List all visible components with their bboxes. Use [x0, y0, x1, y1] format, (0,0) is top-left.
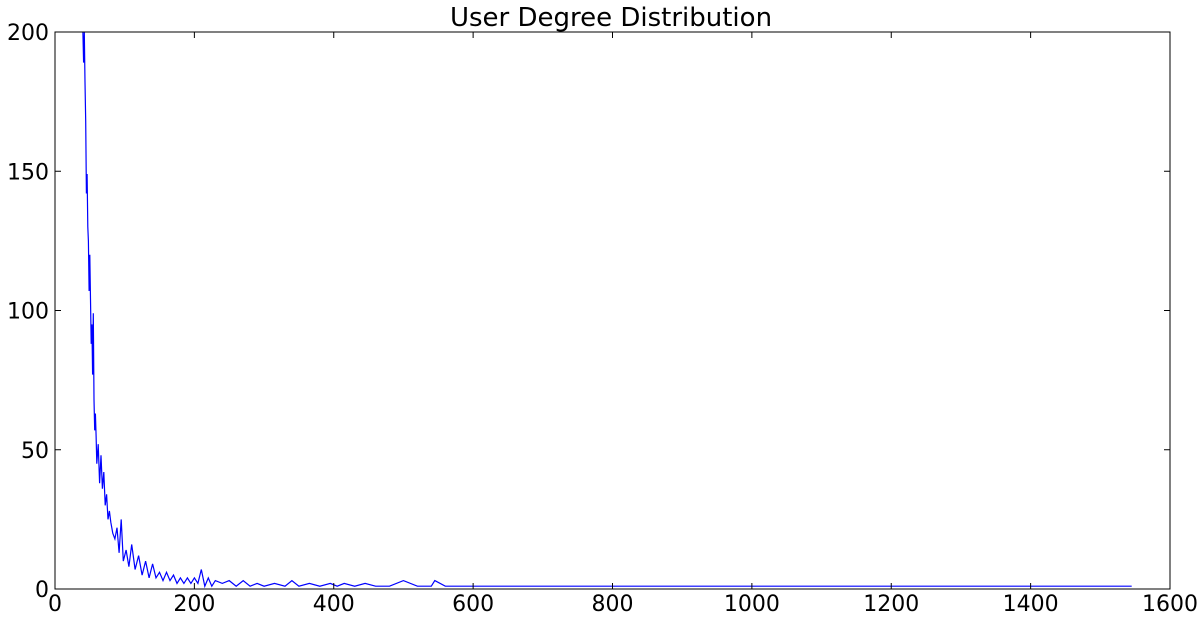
x-tick-label: 200	[173, 592, 215, 617]
x-tick-label: 800	[592, 592, 634, 617]
chart-title: User Degree Distribution	[450, 3, 772, 33]
x-tick-label: 1600	[1142, 592, 1198, 617]
y-tick-label: 50	[21, 439, 49, 464]
plot-frame	[54, 31, 1171, 590]
series-line-0	[82, 31, 1132, 589]
x-tick-label: 0	[48, 592, 62, 617]
x-tick-label: 600	[452, 592, 494, 617]
axis-ticks: 0 200 400 600 800 1000 1200 1400 1600 0 50 100 150 20…	[7, 21, 1198, 617]
y-tick-label: 150	[7, 160, 49, 185]
y-tick-label: 200	[7, 21, 49, 46]
x-tick-label: 1200	[863, 592, 919, 617]
y-tick-label: 100	[7, 300, 49, 325]
y-tick-label: 0	[35, 578, 49, 603]
x-tick-label: 1400	[1003, 592, 1059, 617]
plot-area	[82, 31, 1132, 589]
x-tick-label: 1000	[724, 592, 780, 617]
x-tick-label: 400	[313, 592, 355, 617]
